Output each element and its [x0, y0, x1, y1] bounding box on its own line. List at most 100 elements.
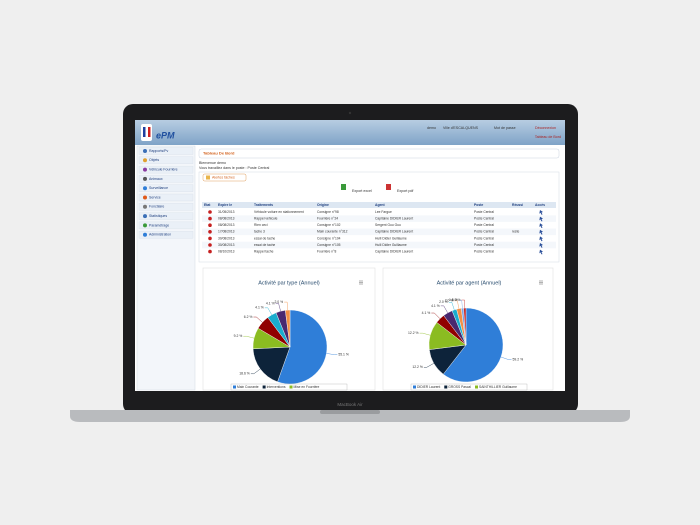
cell: tache 3: [254, 230, 265, 234]
title-box: [198, 148, 560, 159]
breadcrumb[interactable]: Tableau de Bord: [535, 135, 561, 139]
menu-icon: [143, 214, 147, 219]
label-connector: [423, 363, 434, 368]
device-label: MacBook Air: [337, 402, 363, 407]
cell: Rien ceci: [254, 223, 268, 227]
menu-item[interactable]: [138, 212, 194, 220]
access-icon[interactable]: [539, 249, 543, 255]
column-header: Etat: [204, 203, 211, 207]
table-header: [202, 202, 556, 208]
label-connector: [431, 312, 441, 319]
label-connector: [419, 332, 431, 336]
label-connector: [500, 356, 512, 360]
city: Ville d'ESCALQUENS: [443, 126, 479, 130]
menu-label[interactable]: Administration: [149, 233, 171, 237]
legend-label[interactable]: GROSS Pascal: [448, 385, 471, 389]
slice-label: 9.2 %: [234, 334, 243, 338]
cell: 08/10/2013: [218, 249, 235, 253]
column-header: Origine: [317, 203, 329, 207]
menu-item[interactable]: [138, 165, 194, 174]
cell: 31/05/2013: [218, 210, 235, 214]
status-icon: [208, 243, 212, 247]
export-pdf[interactable]: Export pdf: [397, 189, 413, 193]
excel-icon: [341, 184, 346, 190]
menu-label[interactable]: Animaux: [149, 177, 163, 181]
menu-item[interactable]: [138, 231, 194, 239]
cell: essai de tache: [254, 243, 275, 247]
slice-label: 4.1 %: [431, 304, 440, 308]
app-header: [135, 120, 565, 145]
menu-item[interactable]: [138, 156, 194, 164]
cell: Lee Fargue: [375, 210, 392, 214]
label-connector: [440, 305, 448, 313]
flag-blue: [143, 127, 146, 137]
menu-label[interactable]: Paramétrage: [149, 223, 169, 227]
menu-label[interactable]: Rapports/Pv: [149, 149, 169, 153]
slice-label: 12.2 %: [412, 365, 423, 369]
cell: Consigne n°104: [317, 236, 341, 240]
slice-label: 2.0 %: [439, 300, 448, 304]
label-connector: [253, 316, 263, 323]
slice-label: 59.2 %: [513, 358, 524, 362]
cell: Poste Central: [474, 236, 494, 240]
chart-title: Activité par agent (Annuel): [437, 280, 502, 286]
menu-label[interactable]: Service: [149, 195, 161, 199]
cell: Poste Central: [474, 223, 494, 227]
menu-item[interactable]: [138, 147, 194, 155]
pie-slice: [442, 307, 504, 383]
cell: Fourrière n°8: [317, 249, 336, 253]
access-icon[interactable]: [539, 229, 543, 235]
tab[interactable]: [202, 173, 247, 182]
legend-label[interactable]: Interventions: [267, 385, 286, 389]
menu-label[interactable]: Surveillance: [149, 186, 168, 190]
cell: Poste Central: [474, 249, 494, 253]
password-link[interactable]: Mot de passe: [494, 126, 516, 130]
menu-label[interactable]: Statistiques: [149, 214, 167, 218]
menu-item[interactable]: [138, 175, 194, 183]
cell: Consigne n°105: [317, 243, 341, 247]
menu-icon: [143, 204, 147, 209]
access-icon[interactable]: [539, 243, 543, 248]
status-icon: [208, 230, 212, 234]
menu-item[interactable]: [138, 184, 194, 192]
sidebar: [136, 145, 196, 391]
menu-item[interactable]: [138, 203, 194, 211]
column-header: Agent: [375, 203, 385, 207]
cell: Huili Didier Guillaume: [375, 243, 407, 247]
menu-item[interactable]: [138, 193, 194, 202]
legend-swatch: [475, 385, 479, 389]
access-icon[interactable]: [539, 210, 543, 215]
cell: Consigne n°98: [317, 210, 339, 214]
label-connector: [284, 301, 288, 311]
legend-label[interactable]: Main Courante: [237, 385, 259, 389]
chart-menu[interactable]: [359, 280, 363, 285]
menu-item[interactable]: [138, 221, 194, 230]
cell: Huili Didier Guillaume: [375, 236, 407, 240]
tab-label[interactable]: Alertes tâches: [212, 175, 235, 179]
access-icon[interactable]: [539, 223, 543, 228]
menu-label[interactable]: Objets: [149, 158, 159, 162]
cell: Sergent Guu Guu: [375, 223, 401, 227]
legend-label[interactable]: Mise en Fourrière: [294, 385, 320, 389]
slice-label: 1.0 %: [452, 298, 461, 302]
tab-icon: [206, 175, 210, 180]
logout-link[interactable]: Déconnexion: [535, 126, 556, 130]
chart-menu[interactable]: [539, 280, 543, 285]
legend-swatch: [413, 385, 416, 389]
access-icon[interactable]: [539, 236, 543, 242]
menu-label[interactable]: Véhicule Fourrière: [149, 168, 178, 172]
menu-icon: [143, 195, 147, 200]
menu-icon: [143, 223, 147, 228]
status-icon: [208, 236, 212, 241]
legend-label[interactable]: DIDIER Laurent: [417, 385, 440, 389]
menu-label[interactable]: Fonctiaire: [149, 205, 164, 209]
status-icon: [208, 216, 212, 221]
menu-icon: [143, 158, 147, 163]
user[interactable]: demo: [427, 126, 436, 130]
laptop-base: [70, 410, 630, 422]
legend-label[interactable]: SAINTHILLIER Guillaume: [479, 385, 517, 389]
access-icon[interactable]: [539, 216, 543, 222]
export-excel[interactable]: Export excel: [352, 189, 372, 193]
